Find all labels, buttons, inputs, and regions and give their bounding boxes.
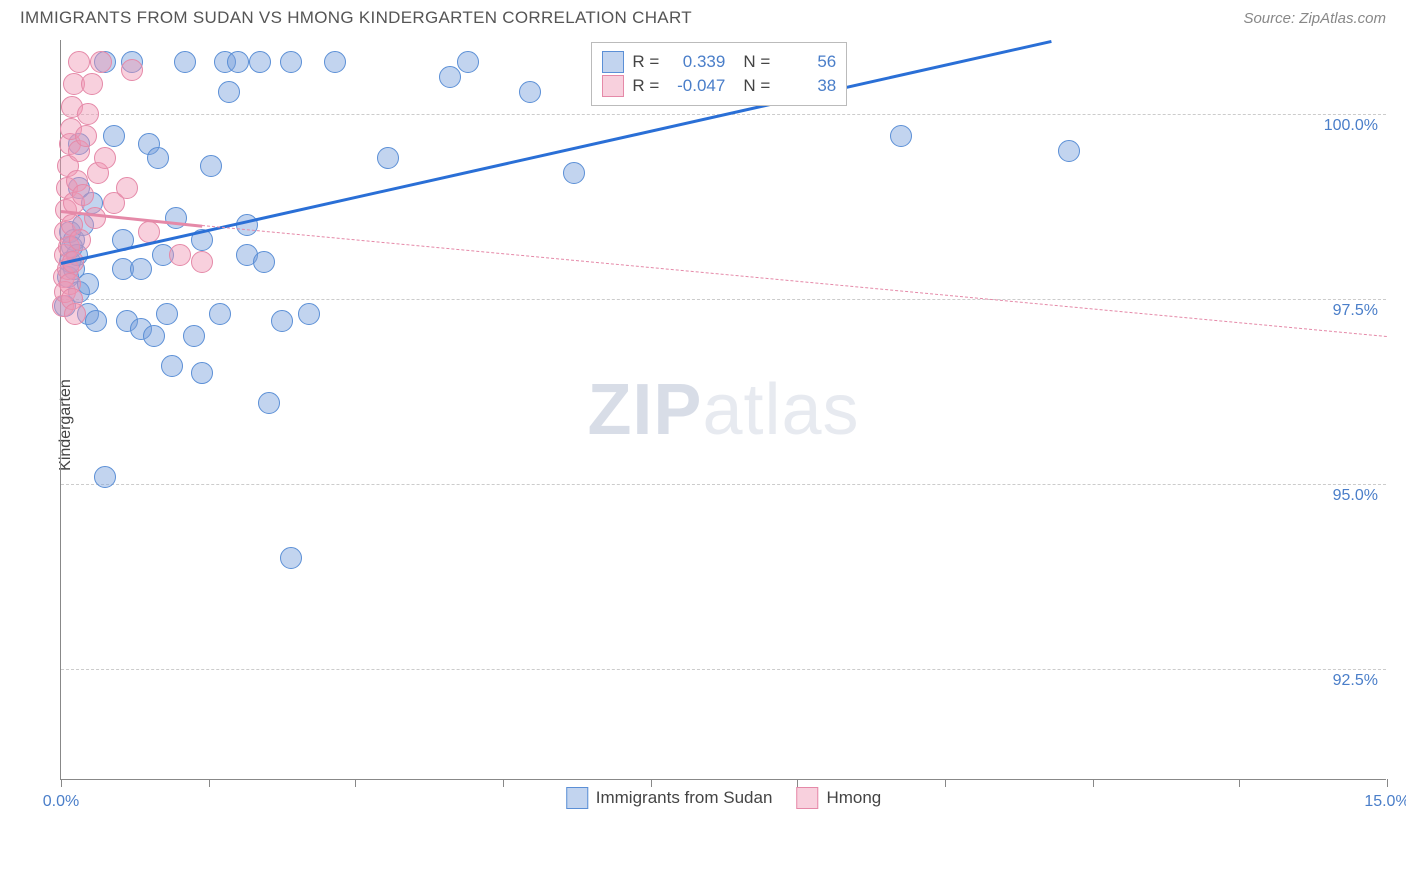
chart-header: IMMIGRANTS FROM SUDAN VS HMONG KINDERGAR… [0,0,1406,32]
data-point [116,177,138,199]
data-point [81,73,103,95]
stat-value-n: 56 [778,52,836,72]
data-point [218,81,240,103]
data-point [64,303,86,325]
stat-value-n: 38 [778,76,836,96]
data-point [103,125,125,147]
chart-title: IMMIGRANTS FROM SUDAN VS HMONG KINDERGAR… [20,8,692,28]
data-point [130,258,152,280]
x-tick [945,779,946,787]
data-point [258,392,280,414]
x-tick [1093,779,1094,787]
data-point [227,51,249,73]
gridline [61,299,1386,300]
legend-item: Immigrants from Sudan [566,787,773,809]
gridline [61,669,1386,670]
y-tick-label: 97.5% [1333,302,1378,320]
data-point [191,251,213,273]
data-point [75,125,97,147]
data-point [890,125,912,147]
data-point [271,310,293,332]
data-point [77,103,99,125]
legend-label: Hmong [826,788,881,808]
chart-area: Kindergarten ZIPatlas 92.5%95.0%97.5%100… [50,40,1386,810]
data-point [84,207,106,229]
x-tick-label-left: 0.0% [43,793,79,811]
data-point [121,59,143,81]
data-point [94,466,116,488]
stat-label-r: R = [632,52,659,72]
y-tick-label: 95.0% [1333,487,1378,505]
data-point [209,303,231,325]
x-tick [651,779,652,787]
stat-value-r: -0.047 [667,76,725,96]
plot-region: ZIPatlas 92.5%95.0%97.5%100.0%0.0%15.0%R… [60,40,1386,780]
watermark: ZIPatlas [587,369,859,451]
data-point [200,155,222,177]
x-tick [1239,779,1240,787]
data-point [94,147,116,169]
data-point [156,303,178,325]
data-point [72,184,94,206]
stat-label-n: N = [743,52,770,72]
legend-swatch [602,51,624,73]
y-tick-label: 92.5% [1333,672,1378,690]
data-point [1058,140,1080,162]
x-tick [797,779,798,787]
data-point [90,51,112,73]
watermark-bold: ZIP [587,370,702,450]
legend-label: Immigrants from Sudan [596,788,773,808]
stat-label-r: R = [632,76,659,96]
data-point [174,51,196,73]
data-point [563,162,585,184]
data-point [298,303,320,325]
trend-line-extension [202,225,1387,337]
x-tick [61,779,62,787]
data-point [280,547,302,569]
gridline [61,484,1386,485]
data-point [519,81,541,103]
data-point [249,51,271,73]
data-point [143,325,165,347]
stat-value-r: 0.339 [667,52,725,72]
data-point [161,355,183,377]
legend-item: Hmong [796,787,881,809]
data-point [68,51,90,73]
data-point [191,362,213,384]
stat-label-n: N = [743,76,770,96]
legend-swatch [566,787,588,809]
x-tick [1387,779,1388,787]
data-point [377,147,399,169]
trend-line [61,40,1052,265]
data-point [147,147,169,169]
data-point [169,244,191,266]
x-tick [209,779,210,787]
x-tick [503,779,504,787]
data-point [69,229,91,251]
series-legend: Immigrants from Sudan Hmong [566,787,882,809]
data-point [280,51,302,73]
watermark-rest: atlas [702,370,859,450]
x-tick-label-right: 15.0% [1364,793,1406,811]
legend-swatch [602,75,624,97]
data-point [253,251,275,273]
data-point [439,66,461,88]
data-point [457,51,479,73]
stats-legend: R = 0.339 N = 56 R = -0.047 N = 38 [591,42,847,106]
source-label: Source: ZipAtlas.com [1243,10,1386,27]
data-point [324,51,346,73]
x-tick [355,779,356,787]
stats-legend-row: R = 0.339 N = 56 [602,51,836,73]
stats-legend-row: R = -0.047 N = 38 [602,75,836,97]
y-tick-label: 100.0% [1324,117,1378,135]
data-point [85,310,107,332]
legend-swatch [796,787,818,809]
data-point [183,325,205,347]
